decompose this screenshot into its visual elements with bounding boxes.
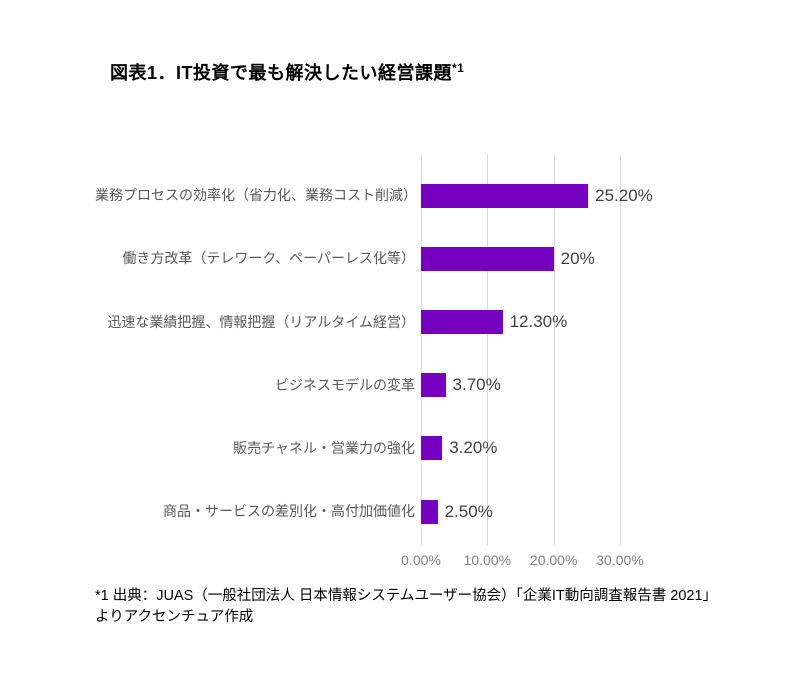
category-label: 商品・サービスの差別化・高付加価値化	[163, 503, 415, 520]
bar-area: 3.70%	[421, 354, 501, 417]
chart-row: ビジネスモデルの変革 3.70%	[95, 354, 735, 417]
bar	[421, 246, 554, 271]
gridline	[619, 155, 621, 545]
chart-row: 迅速な業績把握、情報把握（リアルタイム経営） 12.30%	[95, 290, 735, 353]
gridline	[421, 155, 422, 545]
x-tick-label: 10.00%	[463, 552, 512, 568]
x-axis: 0.00% 10.00% 20.00% 30.00%	[401, 552, 660, 570]
bar-area: 3.20%	[421, 417, 497, 480]
x-tick-label: 0.00%	[401, 552, 441, 568]
value-label: 3.70%	[452, 375, 501, 395]
value-label: 2.50%	[444, 501, 493, 521]
plot-gridlines	[421, 155, 660, 545]
category-label: 業務プロセスの効率化（省力化、業務コスト削減）	[95, 187, 417, 204]
chart-title-superscript: *1	[452, 61, 465, 75]
bar-area: 2.50%	[421, 480, 493, 543]
bar-area: 20%	[421, 227, 595, 290]
gridline	[487, 155, 489, 545]
chart-row: 業務プロセスの効率化（省力化、業務コスト削減） 25.20%	[95, 164, 735, 227]
bar	[421, 183, 589, 208]
category-label: 販売チャネル・営業力の強化	[233, 439, 415, 456]
value-label: 25.20%	[595, 185, 653, 205]
value-label: 3.20%	[449, 438, 498, 458]
bar	[421, 309, 503, 334]
value-label: 20%	[560, 248, 595, 268]
bar	[421, 436, 443, 461]
x-tick-label: 30.00%	[596, 552, 644, 568]
category-label: 働き方改革（テレワーク、ペーパーレス化等）	[122, 250, 415, 267]
chart-row: 働き方改革（テレワーク、ペーパーレス化等） 20%	[95, 227, 735, 290]
bar-area: 25.20%	[421, 164, 653, 227]
chart-title-text: 図表1．IT投資で最も解決したい経営課題	[110, 63, 453, 83]
bar	[421, 373, 446, 398]
value-label: 12.30%	[509, 311, 568, 331]
chart-title: 図表1．IT投資で最も解決したい経営課題*1	[110, 59, 464, 85]
category-label: ビジネスモデルの変革	[275, 376, 415, 393]
bar	[421, 499, 438, 524]
gridline	[553, 155, 555, 545]
bar-chart-rows: 業務プロセスの効率化（省力化、業務コスト削減） 25.20% 働き方改革（テレワーク…	[95, 164, 735, 543]
x-tick-label: 20.00%	[529, 552, 578, 568]
bar-area: 12.30%	[421, 290, 567, 353]
category-label: 迅速な業績把握、情報把握（リアルタイム経営）	[107, 313, 415, 330]
source-footnote: *1 出典：JUAS（一般社団法人 日本情報システムユーザー協会）「企業IT動向…	[95, 588, 710, 626]
chart-row: 販売チャネル・営業力の強化 3.20%	[95, 417, 735, 480]
chart-row: 商品・サービスの差別化・高付加価値化 2.50%	[95, 480, 735, 543]
